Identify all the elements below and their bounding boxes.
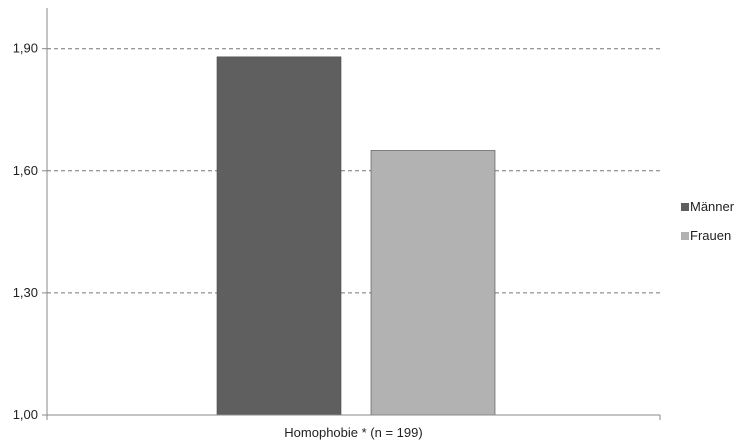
legend-swatch-maenner [681,202,689,211]
legend-label-frauen: Frauen [690,228,732,243]
legend-swatch-frauen [681,231,689,240]
x-category-label: Homophobie * (n = 199) [284,425,422,440]
legend-label-maenner: Männer [690,199,735,214]
bar-maenner [216,56,342,416]
labels-layer: 1,00 1,30 1,60 1,90 Homophobie * (n = 199) [13,41,423,440]
legend-item-maenner: Männer [681,198,734,215]
legend: Männer Frauen [681,198,734,256]
bar-frauen [370,150,496,416]
grid-layer [47,48,660,294]
y-tick-label: 1,60 [13,163,38,178]
axes-layer [42,8,661,420]
bars-layer [216,56,496,416]
legend-item-frauen: Frauen [681,227,734,244]
y-tick-label: 1,00 [13,407,38,422]
y-tick-label: 1,90 [13,41,38,56]
y-tick-label: 1,30 [13,285,38,300]
